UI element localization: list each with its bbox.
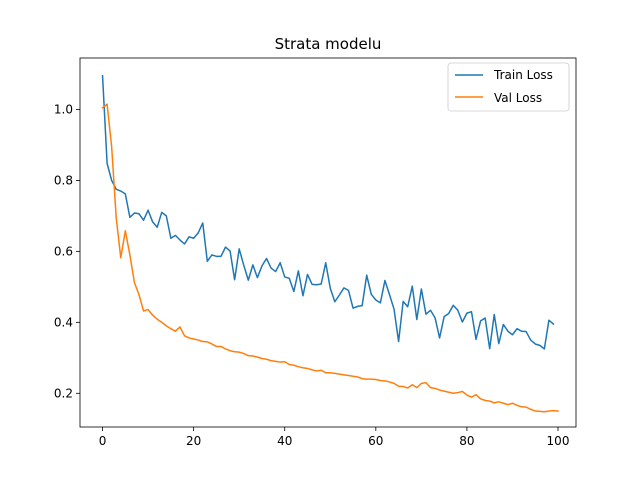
y-axis: 0.2 0.4 0.6 0.8 1.0 [54,102,80,400]
x-tick-label: 0 [99,434,107,448]
y-tick-label: 0.6 [54,244,73,258]
axes-frame [79,57,577,428]
x-tick-label: 60 [368,434,383,448]
series-line-val-loss [101,103,559,413]
legend: Train Loss Val Loss [447,62,570,112]
plot-area [79,57,577,428]
y-tick-label: 1.0 [54,102,73,116]
y-tick-label: 0.4 [54,315,73,329]
x-tick-label: 20 [186,434,201,448]
legend-label-train-loss: Train Loss [493,68,553,82]
legend-label-val-loss: Val Loss [494,91,542,105]
series-line-train-loss [101,74,555,350]
y-tick-label: 0.2 [54,386,73,400]
x-tick-label: 40 [277,434,292,448]
x-tick-label: 100 [547,434,570,448]
x-axis: 0 20 40 60 80 100 [99,427,570,448]
series-layer [101,74,559,413]
x-tick-label: 80 [459,434,474,448]
y-tick-label: 0.8 [54,173,73,187]
chart-title: Strata modelu [275,35,382,53]
